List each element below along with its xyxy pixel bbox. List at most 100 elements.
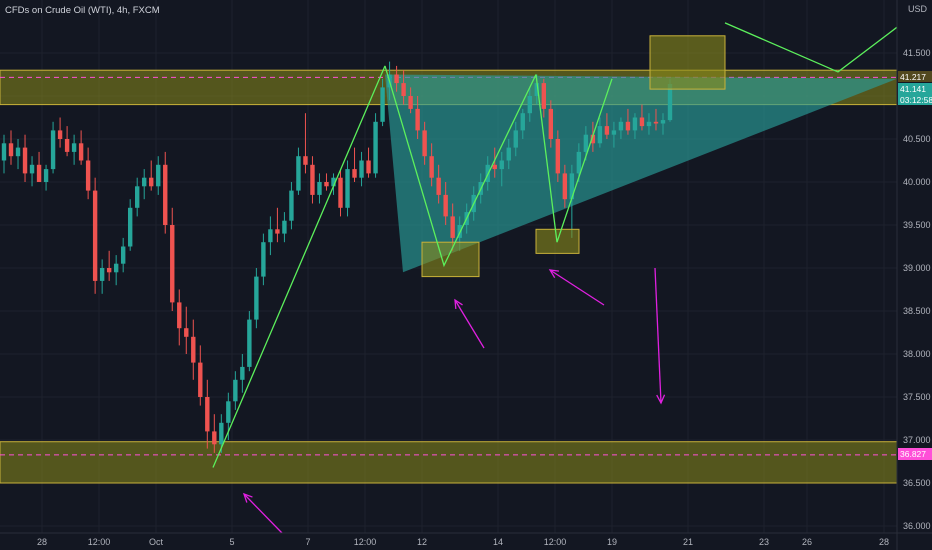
- price-tick-label: 38.000: [903, 349, 931, 359]
- candle-body: [562, 173, 568, 200]
- candle-body: [85, 160, 91, 191]
- candle-body: [127, 207, 133, 247]
- candle-body: [576, 151, 582, 174]
- candle-body: [177, 302, 182, 329]
- pointer-arrow-2-head: [548, 269, 560, 279]
- candle-body: [71, 143, 77, 152]
- price-tick-label: 41.500: [903, 48, 931, 58]
- candle-body: [296, 156, 301, 191]
- lower-level-tag: 36.827: [900, 449, 926, 459]
- candle-body: [597, 126, 603, 144]
- candle-body: [184, 328, 189, 337]
- candle-body: [527, 96, 532, 114]
- candle-body: [275, 229, 280, 234]
- price-tick-label: 37.500: [903, 392, 931, 402]
- candle-body: [366, 160, 371, 174]
- candle-body: [233, 379, 238, 402]
- time-tick-label: 14: [493, 537, 503, 547]
- candle-body: [443, 194, 448, 217]
- candle-body: [113, 263, 119, 273]
- time-tick-label: 7: [305, 537, 310, 547]
- candle-body: [268, 229, 273, 243]
- candle-body: [590, 134, 596, 144]
- time-tick-label: 12:00: [88, 537, 111, 547]
- time-tick-label: 12:00: [544, 537, 567, 547]
- candle-body: [429, 156, 434, 178]
- candle-body: [156, 164, 161, 187]
- time-tick-label: 23: [759, 537, 769, 547]
- overlays-layer: [212, 22, 898, 534]
- price-tick-label: 38.500: [903, 306, 931, 316]
- candle-body: [401, 83, 406, 96]
- candle-body: [191, 336, 196, 363]
- candle-body: [408, 96, 413, 109]
- candle-body: [310, 164, 315, 195]
- price-tick-label: 40.000: [903, 177, 931, 187]
- target-box: [649, 35, 726, 90]
- candle-body: [261, 242, 266, 277]
- candle-body: [106, 268, 112, 273]
- candle-body: [43, 169, 49, 182]
- trend-line-w2: [535, 74, 613, 243]
- time-tick-label: 21: [683, 537, 693, 547]
- candle-body: [513, 130, 518, 148]
- time-axis[interactable]: 28 12:00 Oct 5 7 12:00 12 14 12:00 19 21 23 26 28: [37, 537, 889, 547]
- candle-body: [142, 177, 147, 187]
- price-tick-label: 40.500: [903, 134, 931, 144]
- candle-body: [8, 143, 14, 157]
- candle-body: [415, 108, 420, 131]
- price-tags: 41.217 41.141 03:12:58 36.827: [898, 71, 932, 460]
- candle-body: [163, 164, 168, 225]
- candle-body: [583, 134, 589, 152]
- candle-body: [338, 177, 343, 208]
- candle-body: [345, 169, 350, 208]
- candle-body: [15, 147, 21, 157]
- candle-body: [625, 121, 631, 131]
- time-tick-label: 5: [229, 537, 234, 547]
- candle-body: [303, 156, 308, 165]
- price-axis[interactable]: 41.50041.00040.50040.00039.50039.00038.5…: [903, 48, 931, 531]
- candle-body: [240, 366, 245, 380]
- candle-body: [548, 108, 554, 139]
- candle-body: [492, 164, 497, 170]
- price-tick-label: 39.500: [903, 220, 931, 230]
- candle-body: [198, 362, 203, 397]
- candle-body: [120, 246, 126, 264]
- candle-body: [29, 164, 35, 174]
- candle-body: [436, 177, 441, 195]
- price-tick-label: 36.500: [903, 478, 931, 488]
- candle-body: [520, 113, 525, 131]
- symmetrical-triangle: [385, 74, 897, 273]
- pointer-arrow-3: [654, 267, 662, 404]
- time-tick-label: 26: [802, 537, 812, 547]
- candles-layer: [1, 61, 673, 453]
- candle-body: [611, 130, 617, 135]
- time-tick-label: Oct: [149, 537, 164, 547]
- candle-body: [50, 130, 56, 170]
- candle-body: [22, 147, 28, 174]
- price-tick-label: 37.000: [903, 435, 931, 445]
- candle-body: [604, 126, 610, 135]
- candle-body: [205, 397, 210, 432]
- upper-level-tag: 41.217: [900, 72, 926, 82]
- candle-body: [135, 186, 140, 208]
- time-tick-label: 12:00: [354, 537, 377, 547]
- price-tick-label: 39.000: [903, 263, 931, 273]
- candle-body: [254, 276, 259, 320]
- candle-body: [660, 120, 666, 124]
- trend-line-up: [212, 65, 386, 468]
- candle-body: [331, 177, 336, 187]
- candle-body: [653, 121, 659, 124]
- candle-body: [618, 121, 624, 131]
- candle-body: [289, 190, 294, 221]
- projection-line: [724, 22, 898, 73]
- candle-body: [212, 431, 217, 445]
- candle-body: [78, 143, 84, 161]
- pointer-arrow-2: [549, 269, 605, 306]
- candle-body: [506, 147, 511, 161]
- candle-body: [324, 182, 329, 187]
- candle-body: [534, 83, 539, 96]
- candle-body: [282, 220, 287, 234]
